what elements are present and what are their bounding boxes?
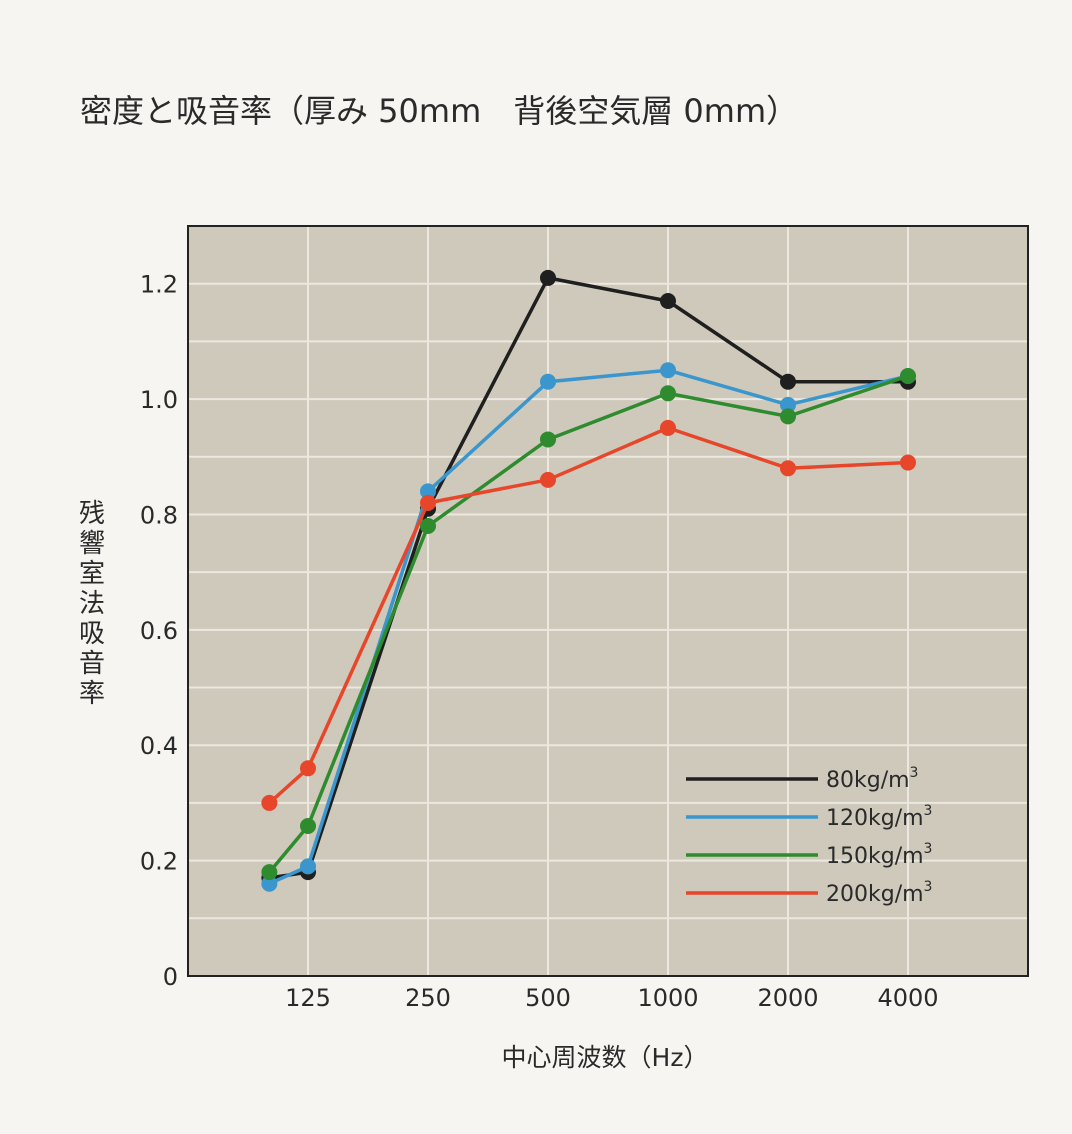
x-tick-label: 2000: [757, 984, 818, 1012]
data-point: [420, 483, 436, 500]
x-tick-label: 250: [405, 984, 451, 1012]
data-point: [660, 419, 676, 436]
data-point: [900, 368, 916, 384]
series-group: [261, 419, 916, 811]
y-tick-label: 0.6: [140, 617, 178, 645]
data-point: [540, 269, 556, 286]
legend: 80kg/m3 120kg/m3 150kg/m3 200kg/m3: [686, 765, 932, 907]
data-point: [660, 293, 676, 309]
y-label-char: 率: [79, 679, 105, 709]
y-tick-label: 0.4: [140, 732, 178, 760]
data-point: [300, 858, 316, 875]
series-group: [261, 368, 916, 881]
data-point: [540, 471, 556, 488]
y-label-char: 残: [79, 499, 105, 529]
data-point: [780, 396, 796, 413]
y-tick-label: 1.2: [140, 271, 178, 299]
data-point: [540, 373, 556, 390]
x-tick-label: 4000: [877, 984, 938, 1012]
x-tick-label: 1000: [637, 984, 698, 1012]
y-label-char: 室: [79, 559, 105, 589]
y-tick-label: 0.8: [140, 501, 178, 529]
plot-area: [188, 226, 1028, 976]
legend-label: 80kg/m3: [826, 765, 918, 793]
legend-label: 150kg/m3: [826, 841, 932, 869]
x-axis-ticks: 125 250 500 1000 2000 4000: [285, 984, 938, 1012]
series-lines: [261, 269, 916, 892]
data-point: [660, 362, 676, 379]
y-tick-label: 0: [163, 963, 178, 991]
data-point: [261, 794, 278, 811]
y-label-char: 音: [79, 649, 105, 679]
data-point: [420, 494, 436, 511]
x-axis-label: 中心周波数（Hz）: [502, 1043, 709, 1072]
y-tick-label: 0.2: [140, 848, 178, 876]
data-point: [780, 373, 796, 390]
plot-frame: [187, 225, 1029, 977]
legend-label: 200kg/m3: [826, 879, 932, 907]
legend-label: 120kg/m3: [826, 803, 932, 831]
y-tick-label: 1.0: [140, 386, 178, 414]
data-point: [300, 760, 316, 777]
data-point: [780, 408, 796, 425]
data-point: [780, 460, 796, 477]
data-point: [660, 385, 676, 402]
y-label-char: 法: [79, 589, 105, 619]
data-point: [261, 875, 278, 892]
data-point: [900, 454, 916, 471]
y-axis-ticks: 0 0.2 0.4 0.6 0.8 1.0 1.2: [140, 271, 178, 991]
data-point: [420, 518, 436, 534]
y-label-char: 響: [79, 529, 105, 559]
data-point: [540, 431, 556, 448]
data-point: [261, 864, 278, 881]
chart-title: 密度と吸音率（厚み 50mm 背後空気層 0mm）: [80, 92, 798, 130]
data-point: [300, 818, 316, 834]
x-tick-label: 500: [525, 984, 571, 1012]
x-tick-label: 125: [285, 984, 331, 1012]
y-label-char: 吸: [79, 619, 105, 649]
